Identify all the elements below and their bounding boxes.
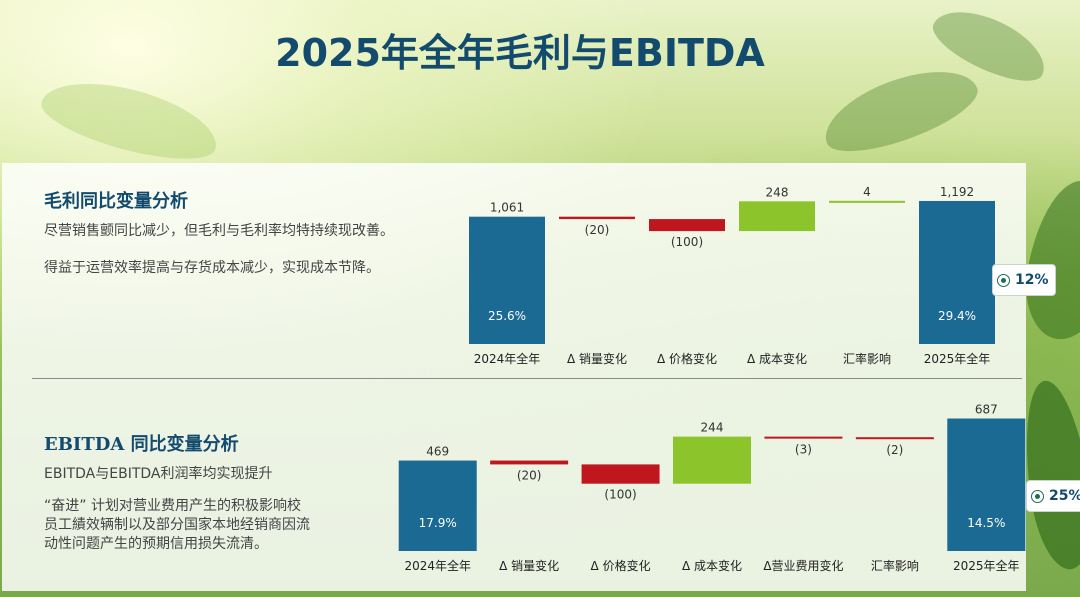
gross-profit-waterfall-chart: 1,061 25.6% 2024年全年 (20) Δ 销量变化 (100) Δ 价格变化 24… <box>469 185 995 366</box>
waterfall-bar <box>919 200 995 344</box>
data-label: (100) <box>604 488 636 502</box>
growth-badge-gross-profit: 12% <box>992 264 1056 296</box>
section-description-line: EBITDA与EBITDA利润率均实现提升 <box>44 466 273 482</box>
margin-label: 17.9% <box>419 516 457 530</box>
page-title: 2025年全年毛利与EBITDA <box>275 31 765 75</box>
margin-label: 14.5% <box>967 516 1005 530</box>
waterfall-bar <box>398 460 477 551</box>
category-label: Δ 成本变化 <box>682 558 742 573</box>
waterfall-bar <box>947 418 1026 551</box>
waterfall-bar <box>581 464 660 484</box>
data-label: (20) <box>585 223 610 237</box>
section-description-line: “奋进” 计划对营业费用产生的积极影响校 <box>44 498 301 514</box>
waterfall-bar <box>739 201 815 232</box>
waterfall-bar <box>673 436 751 484</box>
section-description-line: 动性问题产生的预期信用损失流清。 <box>44 536 268 552</box>
ebitda-waterfall-chart: 469 17.9% 2024年全年 (20) Δ 销量变化 (100) Δ 价格变化 244 Δ… <box>398 403 1026 573</box>
category-label: 2024年全年 <box>404 558 471 573</box>
category-label: Δ 销量变化 <box>567 351 627 366</box>
background-leaf <box>35 67 225 173</box>
category-label: Δ 价格变化 <box>591 558 651 573</box>
data-label: (2) <box>886 443 903 457</box>
category-label: Δ 销量变化 <box>499 558 559 573</box>
section-description-line: 尽营销售颤同比减少，但毛利与毛利率均特持续现改善。 <box>44 223 394 239</box>
waterfall-bar <box>829 200 905 203</box>
data-label: 687 <box>975 403 998 417</box>
waterfall-bar <box>490 460 569 465</box>
data-label: 244 <box>701 421 724 435</box>
category-label: 2024年全年 <box>474 351 541 366</box>
growth-badge-value: 25% <box>1049 488 1080 504</box>
section-description-line: 得益于运营效率提高与存货成本减少，实现成本节降。 <box>44 260 380 276</box>
waterfall-bar <box>855 437 934 440</box>
section-heading-ebitda: EBITDA 同比变量分析 <box>44 434 239 455</box>
section-description-line: 员工績效辆制以及部分国家本地经销商因流 <box>44 517 310 533</box>
circle-dot-icon <box>1031 489 1044 503</box>
category-label: Δ 成本变化 <box>747 351 807 366</box>
section-heading-gross-profit: 毛利同比变量分析 <box>44 191 188 212</box>
category-label: Δ 价格变化 <box>657 351 717 366</box>
background-leaf <box>1016 174 1080 346</box>
data-label: (3) <box>795 443 812 457</box>
data-label: 1,192 <box>940 185 974 199</box>
data-label: (20) <box>517 468 542 482</box>
category-label: 2025年全年 <box>953 558 1020 573</box>
section-divider <box>32 378 1022 379</box>
margin-label: 29.4% <box>938 309 976 323</box>
growth-badge-ebitda: 25% <box>1026 480 1080 512</box>
waterfall-bar <box>649 219 725 232</box>
growth-badge-value: 12% <box>1015 272 1049 288</box>
data-label: (100) <box>671 235 703 249</box>
data-label: 4 <box>863 185 871 199</box>
waterfall-bar <box>469 216 545 344</box>
category-label: 汇率影响 <box>843 351 891 366</box>
waterfall-bar <box>559 216 635 220</box>
category-label: 2025年全年 <box>924 351 991 366</box>
data-label: 248 <box>766 185 789 199</box>
waterfall-bar <box>764 436 843 439</box>
category-label: Δ营业费用变化 <box>763 558 843 573</box>
margin-label: 25.6% <box>488 309 526 323</box>
data-label: 1,061 <box>490 201 524 215</box>
data-label: 469 <box>426 445 449 459</box>
category-label: 汇率影响 <box>871 558 919 573</box>
circle-dot-icon <box>997 273 1010 287</box>
